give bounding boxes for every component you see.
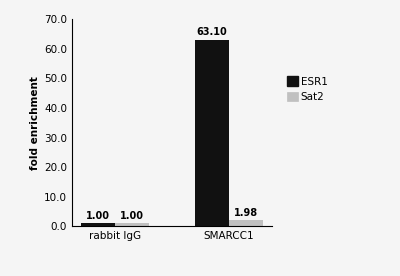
Bar <box>195 40 229 226</box>
Legend: ESR1, Sat2: ESR1, Sat2 <box>287 76 328 102</box>
Bar <box>81 223 115 226</box>
Text: 1.00: 1.00 <box>86 211 110 221</box>
Text: 63.10: 63.10 <box>196 27 227 37</box>
Bar <box>115 223 149 226</box>
Text: 1.00: 1.00 <box>120 211 144 221</box>
Text: 1.98: 1.98 <box>234 208 258 218</box>
Y-axis label: fold enrichment: fold enrichment <box>30 76 40 170</box>
Bar <box>229 221 263 226</box>
